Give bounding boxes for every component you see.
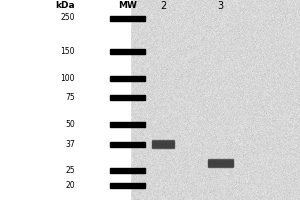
Text: 20: 20: [65, 180, 75, 190]
Bar: [152, 146, 174, 147]
Bar: [0, 0, 130, 200]
Bar: [110, 122, 145, 127]
Bar: [152, 140, 174, 141]
Bar: [208, 159, 233, 160]
Text: 37: 37: [65, 140, 75, 149]
Text: 75: 75: [65, 93, 75, 102]
Bar: [110, 182, 145, 188]
Bar: [152, 143, 174, 144]
Bar: [208, 161, 233, 162]
Bar: [110, 16, 145, 21]
Text: 3: 3: [217, 1, 223, 11]
Bar: [110, 168, 145, 173]
Text: 100: 100: [61, 74, 75, 83]
Text: 25: 25: [65, 166, 75, 175]
Bar: [208, 165, 233, 166]
Bar: [152, 144, 174, 145]
Text: 250: 250: [61, 14, 75, 22]
Text: 150: 150: [61, 47, 75, 56]
Bar: [208, 162, 233, 163]
Bar: [110, 95, 145, 100]
Text: kDa: kDa: [56, 1, 75, 10]
Bar: [152, 147, 174, 148]
Bar: [208, 160, 233, 161]
Text: 50: 50: [65, 120, 75, 129]
Bar: [208, 164, 233, 165]
Bar: [208, 166, 233, 167]
Bar: [110, 76, 145, 81]
Bar: [152, 141, 174, 142]
Bar: [152, 145, 174, 146]
Bar: [152, 142, 174, 143]
Bar: [110, 49, 145, 54]
Text: MW: MW: [118, 1, 137, 10]
Bar: [208, 163, 233, 164]
Bar: [110, 142, 145, 147]
Text: 2: 2: [160, 1, 166, 11]
